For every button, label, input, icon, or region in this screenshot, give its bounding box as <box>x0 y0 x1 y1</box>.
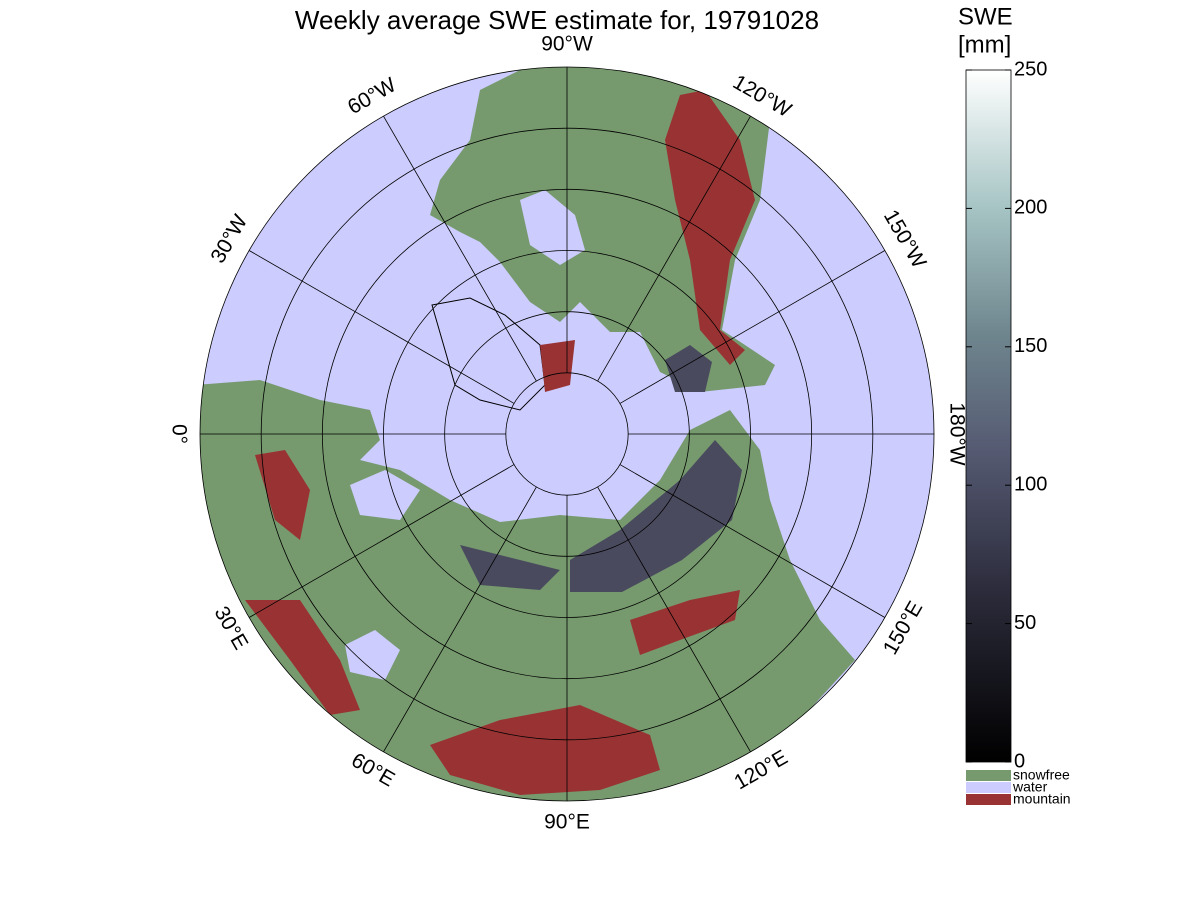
colorbar <box>965 69 1012 763</box>
longitude-label: 90°W <box>541 33 593 56</box>
meridian <box>248 464 515 618</box>
mountain <box>665 90 755 365</box>
longitude-label: 90°E <box>544 811 590 834</box>
meridian <box>619 464 886 618</box>
graticule <box>200 67 934 801</box>
greenland <box>431 297 546 411</box>
sea <box>350 470 420 520</box>
tick-label: 100 <box>1014 473 1047 495</box>
tick-label: 50 <box>1014 612 1036 634</box>
sea <box>345 630 400 680</box>
tick-label: 200 <box>1014 197 1047 219</box>
hudson-bay <box>520 190 585 265</box>
mountain <box>630 590 740 655</box>
colorbar-axis: 0 50 100 150 200 250 <box>966 58 1047 772</box>
meridian <box>597 115 751 382</box>
longitude-label: 0° <box>167 424 190 444</box>
meridian <box>597 486 751 753</box>
meridian <box>248 250 515 404</box>
legend-swatch <box>966 794 1011 805</box>
tick-label: 150 <box>1014 335 1047 357</box>
tick-label: 0 <box>1014 750 1025 772</box>
legend-label: snowfree <box>1013 767 1070 783</box>
mountain <box>540 340 575 392</box>
legend-label: water <box>1012 779 1048 795</box>
colorbar-label: SWE <box>958 3 1013 30</box>
snow <box>460 545 560 590</box>
meridian <box>383 486 537 753</box>
snow <box>570 440 742 592</box>
mountain <box>245 600 360 715</box>
mountain <box>430 705 660 795</box>
map-border <box>199 66 935 802</box>
longitude-label: 180°W <box>945 402 968 465</box>
map <box>200 67 934 801</box>
legend-label: mountain <box>1013 791 1071 807</box>
legend-swatch <box>966 770 1011 781</box>
title: Weekly average SWE estimate for, 1979102… <box>295 5 819 35</box>
meridian <box>619 250 886 404</box>
meridian <box>383 115 537 382</box>
legend-swatch <box>966 782 1011 793</box>
mountain <box>255 450 310 540</box>
tick-label: 250 <box>1014 58 1047 80</box>
colorbar-label: [mm] <box>958 31 1011 58</box>
